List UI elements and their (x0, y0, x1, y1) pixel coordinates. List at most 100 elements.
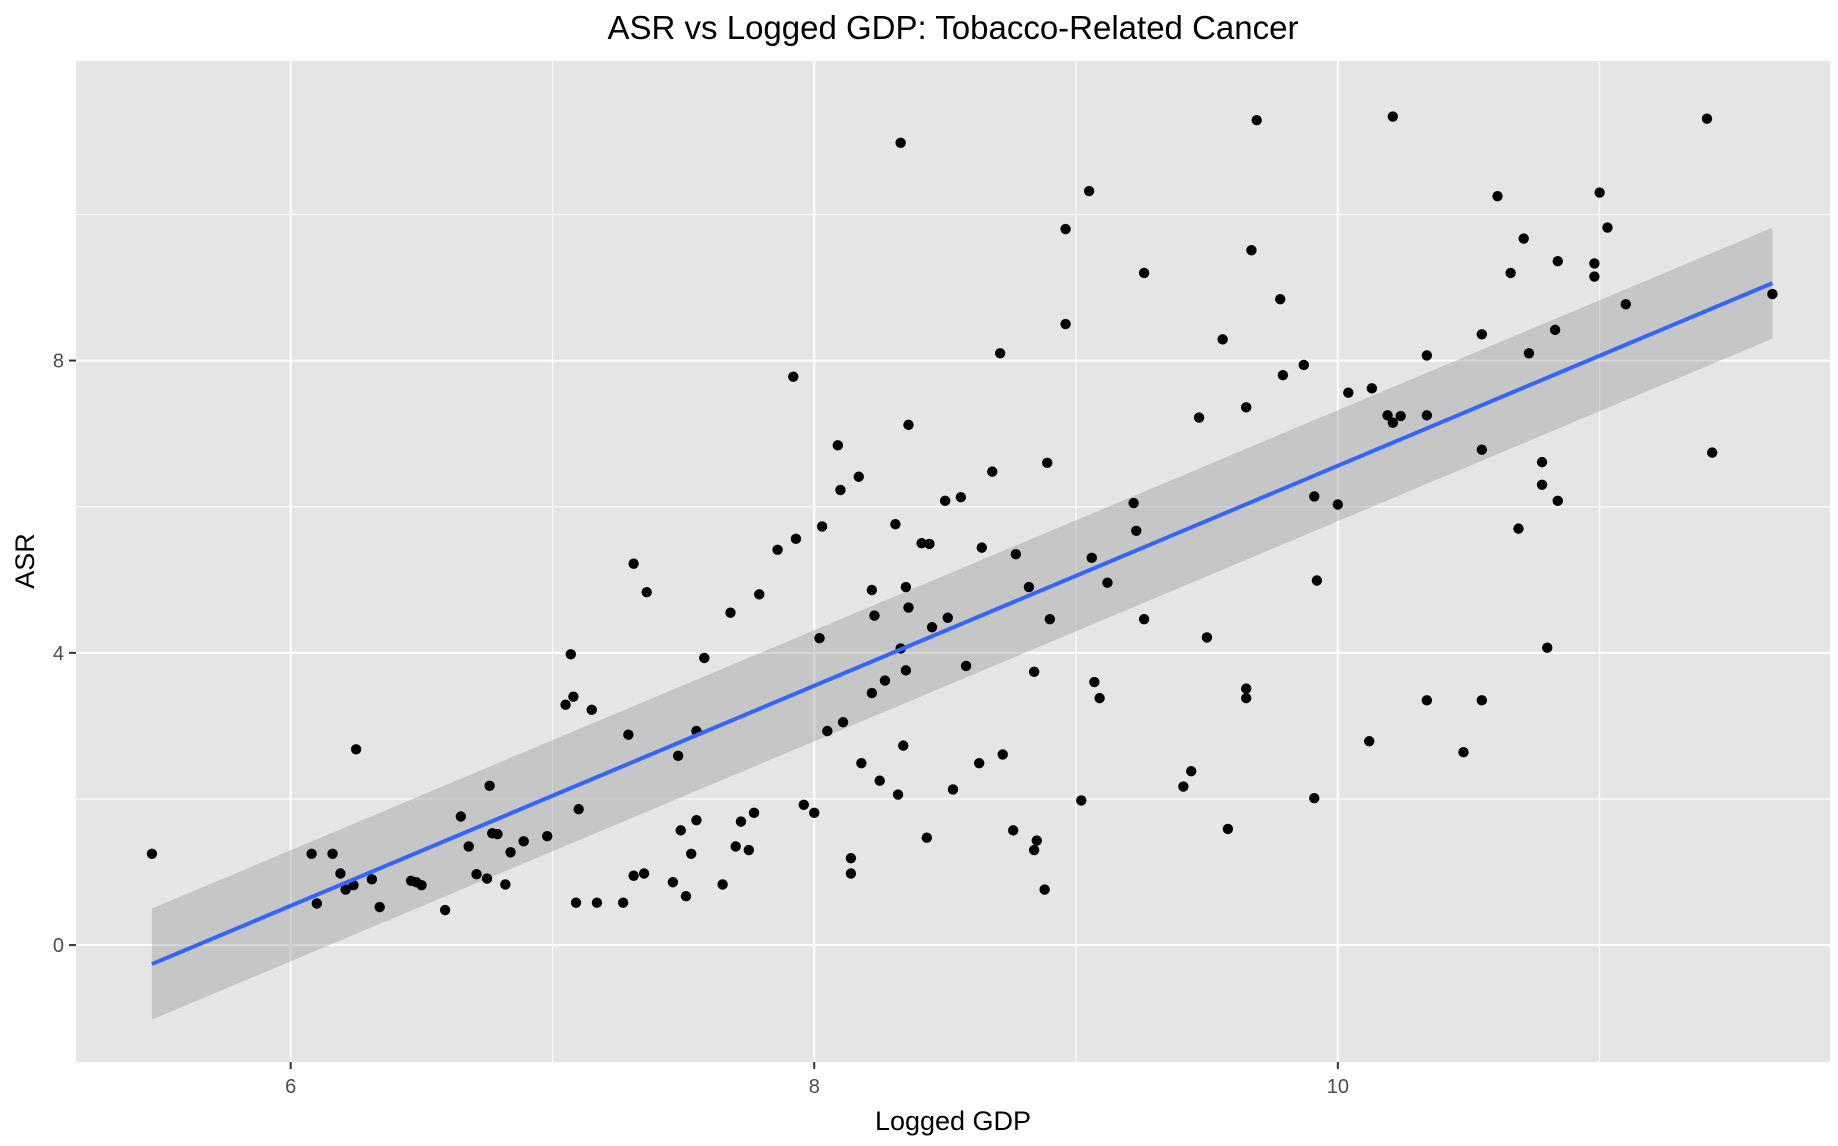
data-point (814, 633, 825, 644)
data-point (866, 687, 878, 699)
data-point (895, 137, 906, 149)
axis-ticks: 6 8 10 0 4 8 (53, 351, 1349, 1098)
data-point (1241, 683, 1252, 694)
data-point (1542, 642, 1553, 653)
data-point (1513, 523, 1524, 534)
data-point (1086, 552, 1097, 564)
data-point (1589, 258, 1600, 269)
data-point (481, 873, 493, 884)
data-point (798, 799, 809, 811)
data-point (570, 897, 582, 908)
data-point (1421, 350, 1433, 361)
data-point (1536, 456, 1548, 468)
data-point (374, 901, 385, 913)
data-point (1706, 447, 1718, 458)
data-point (987, 466, 998, 477)
data-point (1138, 267, 1150, 279)
data-point (926, 622, 938, 633)
y-tick-label: 4 (53, 643, 64, 665)
data-point (565, 649, 576, 660)
data-point (973, 757, 985, 769)
x-tick-label: 6 (285, 1076, 296, 1098)
data-point (735, 816, 747, 827)
data-point (1364, 736, 1375, 747)
data-point (542, 831, 553, 842)
data-point (311, 898, 323, 909)
data-point (900, 581, 912, 593)
data-point (890, 519, 901, 530)
data-point (874, 775, 885, 786)
data-point (350, 744, 362, 755)
data-point (675, 825, 686, 836)
data-point (1128, 497, 1139, 509)
trend-line (151, 281, 1774, 966)
data-point (1251, 114, 1262, 126)
data-point (748, 807, 760, 819)
data-point (772, 544, 783, 556)
data-point (1217, 334, 1228, 345)
data-point (1028, 666, 1040, 678)
data-point (1701, 113, 1713, 124)
data-point (1332, 499, 1344, 510)
data-point (455, 811, 467, 822)
data-point (866, 584, 878, 596)
data-point (1421, 410, 1433, 421)
x-tick-label: 8 (809, 1076, 820, 1098)
data-point (484, 780, 495, 792)
data-point (942, 612, 953, 623)
data-point (754, 589, 765, 600)
data-point (1309, 491, 1320, 502)
data-point (672, 750, 684, 762)
data-point (667, 877, 679, 888)
data-point (790, 533, 802, 545)
data-point (717, 879, 728, 890)
data-point (518, 836, 529, 847)
data-point (699, 652, 710, 664)
data-point (568, 691, 579, 702)
data-point (1193, 412, 1205, 423)
y-tick-label: 0 (53, 935, 64, 957)
data-point (898, 740, 909, 751)
data-point (1094, 692, 1105, 704)
data-point (921, 832, 933, 843)
data-point (1387, 417, 1399, 428)
data-point (1421, 695, 1433, 706)
data-point (1277, 369, 1289, 381)
data-point (892, 789, 904, 800)
data-point (1028, 844, 1040, 856)
trend-line-layer (151, 281, 1774, 966)
data-point (680, 890, 692, 902)
data-point (1042, 457, 1053, 469)
data-point (1492, 190, 1503, 202)
data-point (1602, 222, 1613, 233)
data-point (1620, 299, 1632, 310)
data-point (1552, 495, 1563, 507)
data-point (994, 348, 1006, 359)
data-point (845, 852, 857, 864)
data-point (725, 607, 736, 618)
minor-gridlines (76, 61, 1830, 1062)
data-point (1767, 288, 1778, 300)
data-point (816, 521, 828, 532)
data-point (686, 848, 697, 859)
data-point (306, 848, 317, 859)
data-point (853, 471, 864, 482)
data-point (1298, 359, 1310, 371)
data-point (1222, 823, 1234, 835)
data-point (743, 844, 755, 856)
data-point (628, 558, 639, 569)
data-point (1275, 293, 1286, 305)
data-point (845, 868, 857, 879)
data-point (1589, 271, 1600, 282)
data-point (1458, 747, 1469, 758)
plot-panel (76, 61, 1830, 1062)
data-point (641, 586, 652, 598)
data-point (505, 847, 516, 858)
data-point (1549, 324, 1561, 336)
data-point (1241, 402, 1252, 413)
data-point (366, 874, 378, 885)
data-point (1552, 256, 1563, 267)
data-point (1523, 348, 1535, 359)
data-point (1060, 318, 1071, 330)
data-point (1083, 185, 1095, 197)
